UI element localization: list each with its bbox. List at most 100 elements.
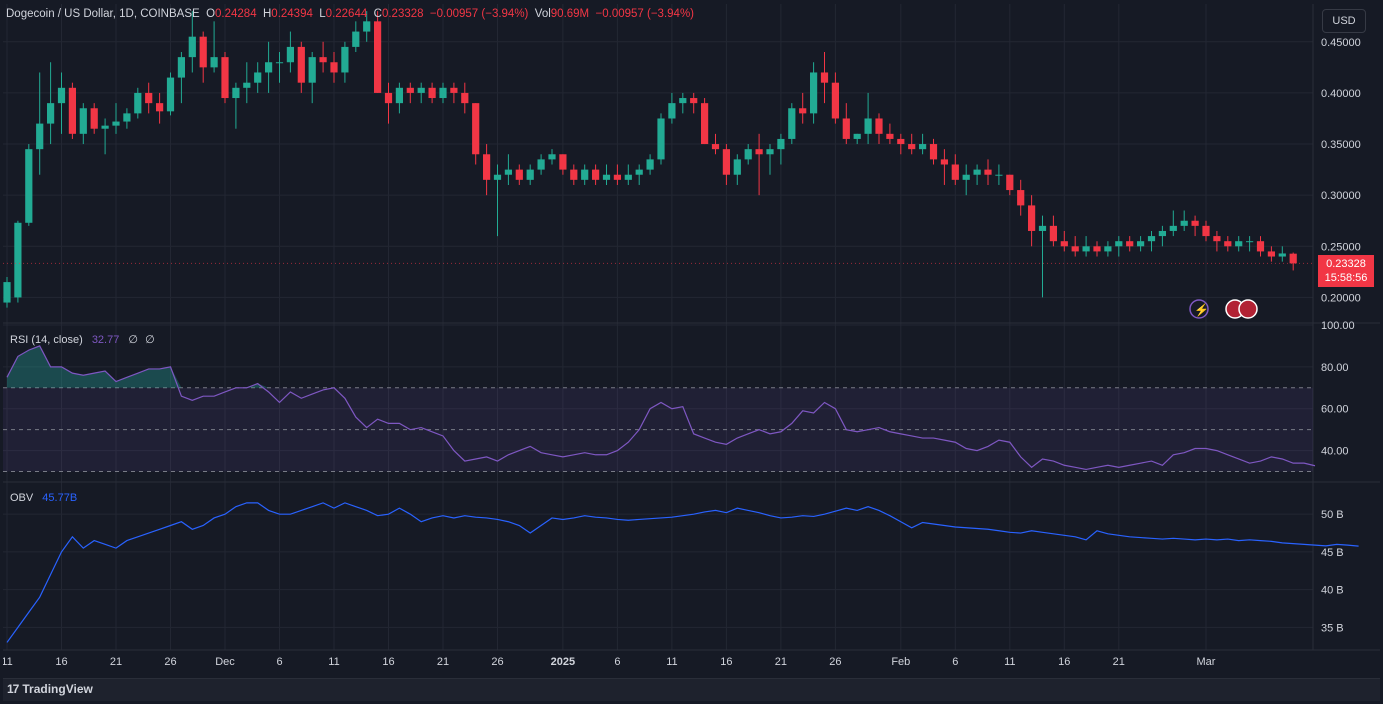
candle-body (1191, 220, 1199, 226)
candle-body (472, 103, 480, 155)
candle-body (352, 31, 360, 47)
candle-body (951, 164, 959, 180)
candle-body (1235, 241, 1243, 247)
symbol-title[interactable]: Dogecoin / US Dollar, 1D, COINBASE (6, 8, 200, 20)
candle-body (733, 159, 741, 175)
candle-body (123, 113, 131, 122)
candle-body (363, 21, 371, 32)
candle-body (145, 92, 153, 104)
candle-body (701, 103, 709, 145)
candle-body (319, 57, 327, 63)
time-axis-label: 21 (437, 656, 449, 668)
last-price-tag: 0.23328 15:58:56 (1318, 255, 1374, 287)
candle-body (1202, 225, 1210, 237)
candle-body (679, 98, 687, 104)
rsi-value: 32.77 (91, 334, 120, 346)
candle-body (374, 21, 382, 93)
candle-body (47, 103, 55, 124)
time-axis-label: 26 (164, 656, 176, 668)
candle-body (820, 72, 829, 83)
candle-body (504, 169, 512, 175)
candle-body (1071, 246, 1079, 252)
rsi-legend[interactable]: RSI (14, close) 32.77 ∅ ∅ (10, 333, 155, 346)
candle-body (243, 82, 251, 88)
us-flag-event-icon (1238, 299, 1258, 319)
tradingview-logo-icon: 17 (7, 682, 19, 696)
obv-legend[interactable]: OBV 45.77B (10, 492, 77, 504)
candle-body (1213, 236, 1221, 242)
time-axis-label: Mar (1197, 656, 1216, 668)
candle-body (690, 98, 698, 104)
time-axis-label: 6 (952, 656, 958, 668)
candle-body (1289, 253, 1297, 264)
candle-body (624, 174, 632, 180)
rsi-line (6, 345, 1316, 471)
volume-value: 90.69M (550, 8, 590, 20)
candle-body (581, 169, 589, 180)
chart-window: 0.45000 0.40000 0.35000 0.30000 0.25000 0.200… (3, 4, 1380, 700)
countdown-timer: 15:58:56 (1324, 272, 1368, 284)
candle-body (493, 174, 502, 180)
candle-body (483, 154, 491, 180)
candle-body (112, 121, 120, 126)
candle-body (166, 77, 175, 112)
candle-body (722, 149, 730, 175)
candle-body (1060, 241, 1068, 247)
obv-axis-label: 40 B (1321, 585, 1344, 597)
price-axis-label: 0.45000 (1321, 37, 1361, 49)
tradingview-logo[interactable]: 17 TradingView (7, 682, 93, 696)
candle-body (254, 72, 262, 83)
candle-body (842, 118, 850, 139)
volume-change: −0.00957 (−3.94%) (595, 8, 694, 20)
candle-body (461, 92, 469, 104)
chart-canvas[interactable]: 0.45000 0.40000 0.35000 0.30000 0.25000 0.200… (3, 4, 1380, 678)
time-axis-label: 16 (382, 656, 394, 668)
candle-body (428, 87, 436, 99)
candle-body (384, 92, 393, 104)
candle-body (919, 144, 927, 150)
candle-body (297, 46, 305, 83)
candle-body (25, 149, 33, 223)
candle-body (1180, 220, 1188, 226)
obv-axis-label: 35 B (1321, 622, 1344, 634)
candle-body (134, 92, 142, 114)
candle-body (265, 62, 273, 73)
rsi-axis-label: 60.00 (1321, 404, 1349, 416)
candle-body (646, 159, 654, 170)
candle-body (14, 222, 22, 298)
symbol-legend: Dogecoin / US Dollar, 1D, COINBASE O 0.24… (6, 8, 694, 20)
candle-body (286, 46, 294, 63)
candle-body (1017, 190, 1025, 206)
obv-line (6, 502, 1359, 643)
candle-body (330, 62, 338, 73)
last-price-value: 0.23328 (1326, 258, 1366, 270)
candle-body (395, 87, 403, 104)
candle-body (1158, 230, 1166, 237)
candle-body (799, 108, 807, 114)
time-axis-label: 11 (328, 656, 339, 668)
candle-body (940, 159, 948, 165)
candle-body (1082, 246, 1090, 252)
candle-body (515, 169, 523, 180)
candle-body (1115, 241, 1123, 247)
candle-body (777, 138, 785, 150)
candle-body (90, 108, 98, 129)
candle-body (526, 169, 534, 180)
currency-button[interactable]: USD (1322, 9, 1366, 33)
time-axis-label: 26 (829, 656, 841, 668)
candle-body (57, 87, 66, 104)
open-label: O (206, 8, 216, 20)
candle-body (1256, 241, 1265, 252)
candle-body (199, 36, 207, 68)
high-value: 0.24394 (271, 8, 313, 20)
obv-axis-label: 45 B (1321, 547, 1344, 559)
candle-body (1137, 241, 1145, 247)
candle-body (1028, 205, 1036, 231)
time-axis-label: 16 (55, 656, 67, 668)
candle-body (864, 118, 872, 134)
lightning-event-icon (1189, 299, 1209, 319)
candle-body (439, 87, 447, 99)
rsi-na-1: ∅ (128, 334, 138, 346)
candle-body (766, 149, 774, 155)
candle-body (1267, 251, 1275, 257)
